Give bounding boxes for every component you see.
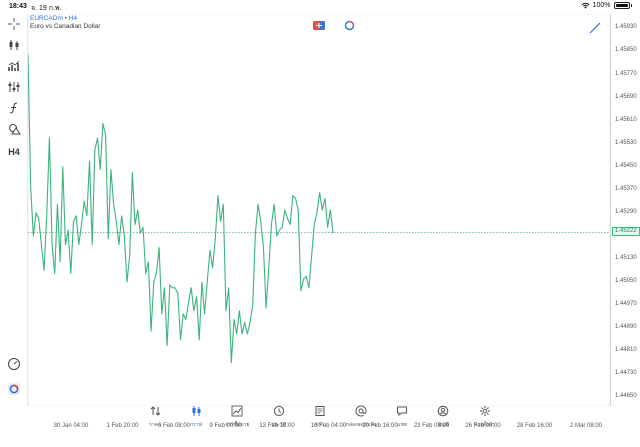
price-tick-label: 1.44890 [615, 324, 637, 331]
nav-item-label: ข่าว [315, 422, 325, 428]
nav-item-account[interactable]: บัญชี [423, 405, 463, 429]
nav-item-label: ราคา [149, 422, 161, 428]
time-tick-label: 30 Jan 04:00 [53, 423, 89, 429]
nav-item-candles[interactable]: กราฟ [176, 405, 216, 429]
price-tick-label: 1.45050 [615, 278, 637, 285]
chart-type-candles-icon[interactable] [5, 37, 23, 53]
speedometer-icon[interactable] [5, 356, 23, 372]
nav-item-gear[interactable]: การตั้งค่า [465, 405, 505, 429]
gear-icon [479, 406, 490, 416]
crosshair-icon[interactable] [5, 16, 23, 32]
at-mail-icon [355, 405, 367, 417]
time-tick-label: 6 Feb 08:00 [157, 423, 191, 429]
time-tick-label: 26 Feb 00:00 [465, 423, 501, 429]
nav-item-label: การตั้งค่า [474, 422, 495, 428]
price-axis: 1.45930 1.45850 1.45770 1.45690 1.45610 1.455… [610, 14, 640, 406]
time-tick-label: 16 Feb 04:00 [310, 423, 347, 429]
price-tick-label: 1.45450 [615, 162, 637, 169]
sort-arrows-icon [150, 406, 161, 416]
status-time: 18:43 [9, 3, 27, 10]
account-icon [438, 405, 449, 417]
function-icon[interactable] [5, 100, 23, 116]
nav-item-label: บัญชี [437, 422, 449, 428]
price-chart[interactable] [27, 13, 611, 407]
time-axis: 30 Jan 04:00 1 Feb 20:00 6 Feb 08:00 9 Feb … [28, 406, 610, 431]
nav-item-label: แชท [397, 422, 408, 428]
price-tick-label: 1.45850 [615, 47, 637, 54]
status-bar: 18:43 จ. 19 ก.พ. 100% [0, 0, 640, 14]
nav-item-label: กราฟ [190, 422, 203, 428]
trend-chart-icon [231, 405, 243, 417]
time-tick-label: 20 Feb 16:00 [362, 423, 398, 429]
status-indicators: 100% [581, 2, 632, 9]
timeframe-button[interactable]: H4 [8, 147, 20, 157]
current-price-label: 1.45222 [612, 227, 640, 237]
refresh-cycle-icon[interactable] [343, 20, 355, 30]
nav-item-history-clock[interactable]: ประวัติ [259, 405, 299, 429]
price-tick-label: 1.45930 [615, 24, 637, 31]
price-tick-label: 1.44650 [615, 393, 637, 400]
symbol-description: Euro vs Canadian Dollar [30, 23, 101, 30]
price-tick-label: 1.45770 [615, 70, 637, 77]
nav-item-label: ประวัติ [271, 422, 286, 428]
chart-area[interactable] [27, 13, 611, 407]
symbol-label[interactable]: EURCADm • H4 [30, 15, 78, 22]
price-tick-label: 1.44810 [615, 347, 637, 354]
price-tick-label: 1.44730 [615, 370, 637, 377]
wifi-icon [581, 2, 589, 9]
price-tick-label: 1.45290 [615, 208, 637, 215]
nav-item-sort-arrows[interactable]: ราคา [135, 405, 175, 429]
nav-item-label: กล่องจดหมาย [345, 422, 377, 428]
time-tick-label: 9 Feb 00:00 [209, 423, 242, 429]
time-tick-label: 28 Feb 16:00 [516, 423, 553, 429]
price-tick-label: 1.44970 [615, 301, 637, 308]
price-tick-label: 1.45610 [615, 116, 637, 123]
shapes-icon[interactable] [5, 121, 23, 137]
nav-item-chat-bubble[interactable]: แชท [382, 405, 422, 429]
time-tick-label: 23 Feb 08:00 [413, 423, 450, 429]
trendline-tool-icon[interactable] [588, 21, 602, 35]
history-clock-icon [273, 405, 284, 417]
quick-trade-icons [313, 20, 355, 30]
app-logo-icon[interactable] [5, 381, 23, 397]
nav-item-label: การซื้อขาย [225, 422, 250, 428]
one-click-trade-icon[interactable] [313, 20, 325, 30]
time-tick-label: 13 Feb 12:00 [259, 423, 295, 429]
nav-item-news[interactable]: ข่าว [300, 405, 340, 429]
left-toolbar: H4 [0, 14, 28, 406]
news-icon [315, 406, 325, 416]
battery-tip [630, 4, 632, 7]
price-tick-label: 1.45530 [615, 139, 637, 146]
price-tick-label: 1.45690 [615, 93, 637, 100]
candles-icon [192, 406, 201, 416]
status-date: จ. 19 ก.พ. [31, 5, 62, 12]
time-tick-label: 2 Mar 08:00 [569, 423, 603, 429]
battery-percent: 100% [592, 2, 611, 9]
battery-icon [613, 2, 630, 9]
nav-item-trend-chart[interactable]: การซื้อขาย [217, 405, 257, 429]
time-tick-label: 1 Feb 20:00 [106, 423, 139, 429]
chart-frame [27, 13, 611, 407]
nav-item-at-mail[interactable]: กล่องจดหมาย [341, 405, 381, 429]
bottom-navigation: ราคา กราฟ การซื้อขาย ประวัติ ข่าว กล่องจดหมาย… [0, 405, 640, 447]
settings-sliders-icon[interactable] [5, 79, 23, 95]
price-tick-label: 1.45370 [615, 185, 637, 192]
price-line-series [27, 54, 334, 364]
chat-bubble-icon [397, 406, 408, 417]
price-tick-label: 1.45130 [615, 255, 637, 261]
indicators-icon[interactable] [5, 58, 23, 74]
